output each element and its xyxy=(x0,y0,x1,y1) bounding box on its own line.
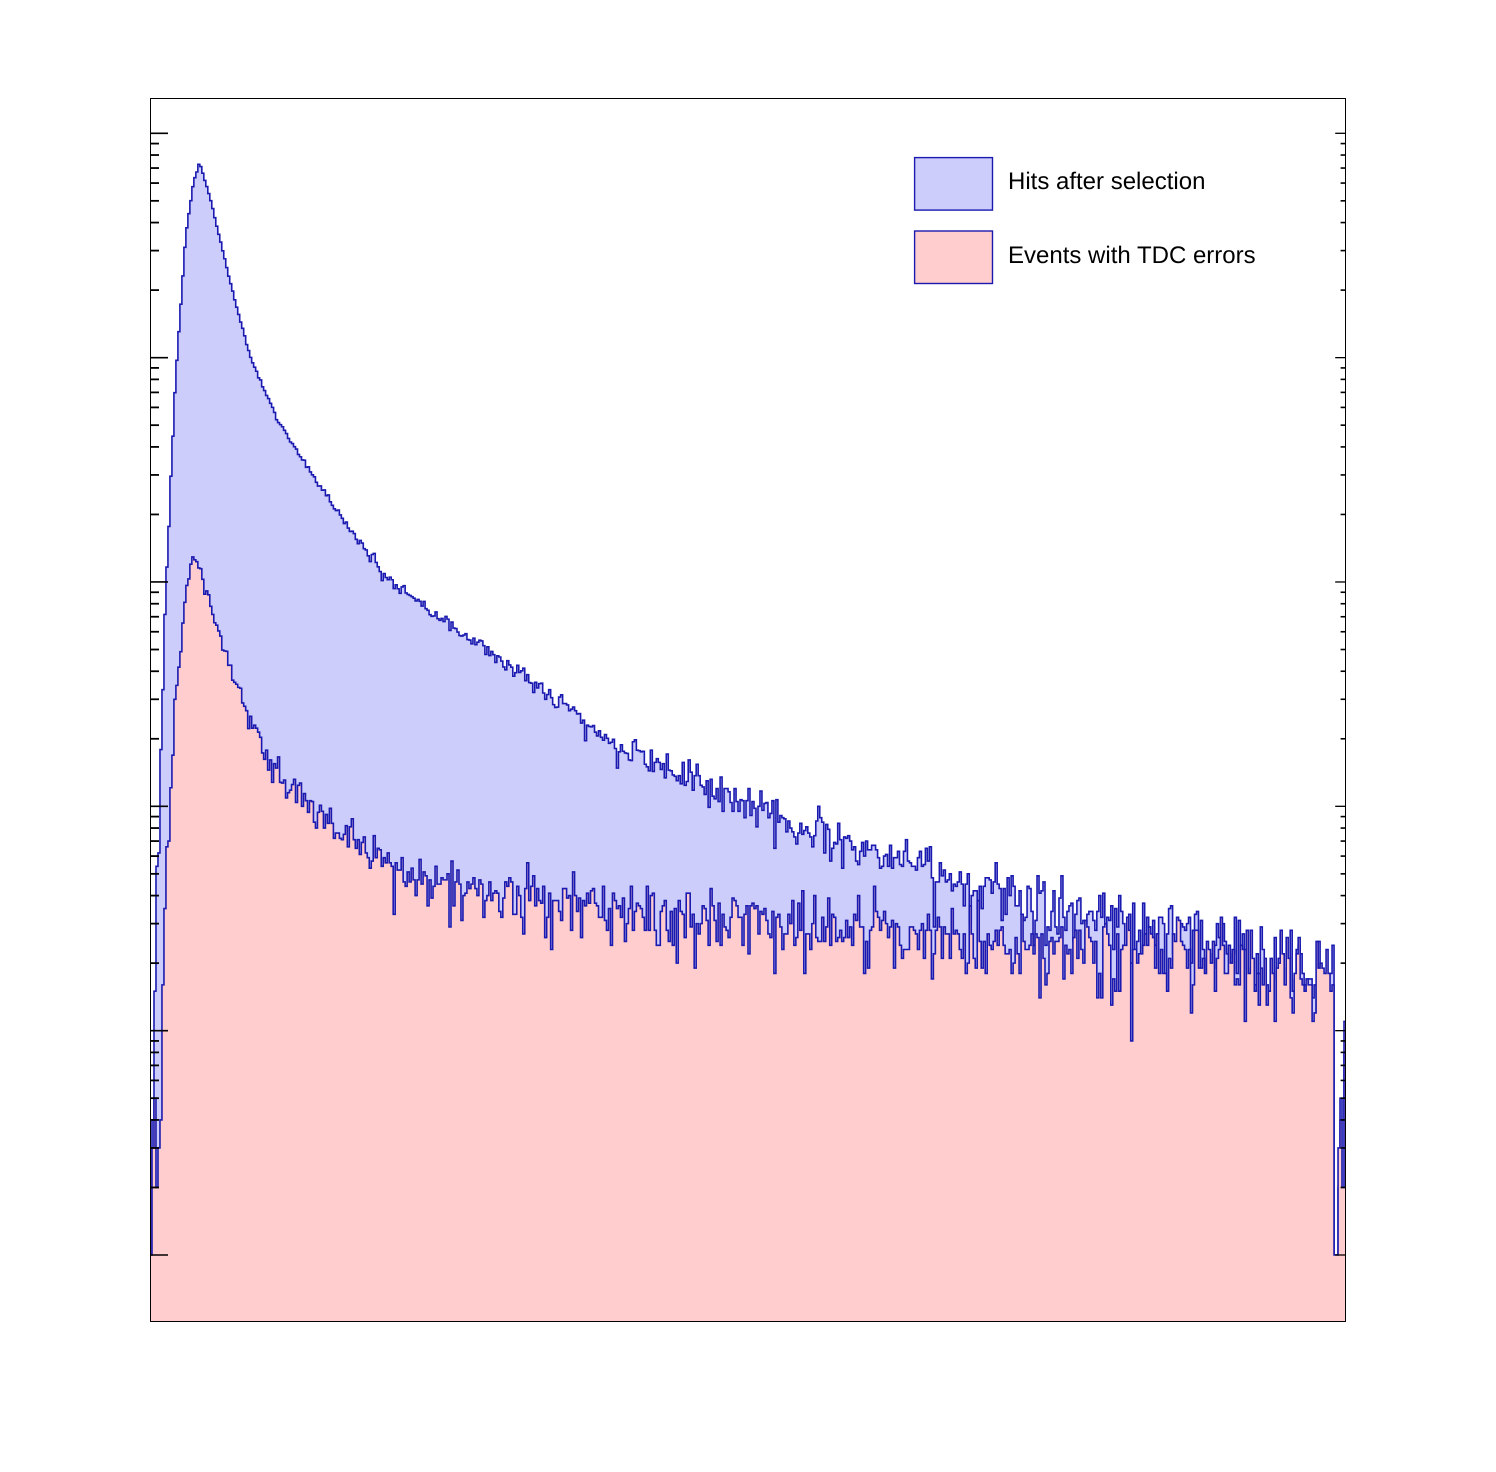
svg-text:Events with TDC errors: Events with TDC errors xyxy=(1008,242,1256,269)
svg-text:Hits after selection: Hits after selection xyxy=(1008,168,1205,195)
